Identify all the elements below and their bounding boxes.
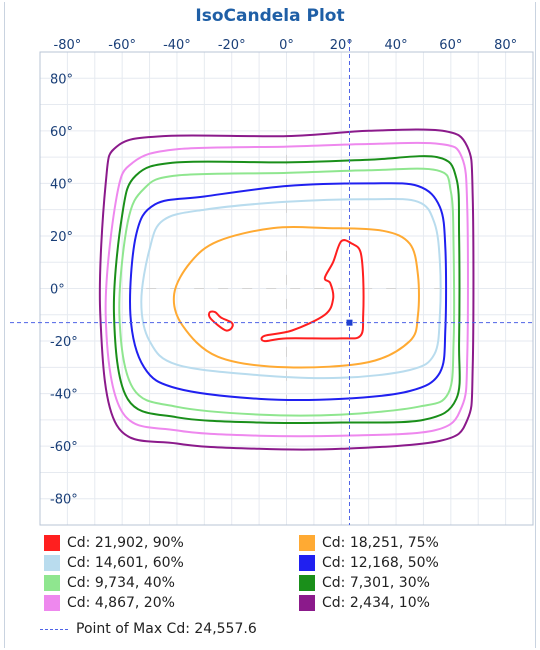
legend-label: Point of Max Cd: 24,557.6 [76,621,257,637]
legend-dash-line [40,628,68,630]
legend-item: Cd: 7,301, 30% [299,573,430,593]
legend-item-max-point: Point of Max Cd: 24,557.6 [40,619,257,639]
legend-label: Cd: 14,601, 60% [67,555,184,571]
contour-line [260,239,365,343]
legend-swatch [44,595,60,611]
max-point-marker [346,319,353,326]
legend-item: Cd: 2,434, 10% [299,593,430,613]
contour-line [140,197,442,380]
legend-item: Cd: 21,902, 90% [44,533,184,553]
legend-label: Cd: 4,867, 20% [67,595,175,611]
legend-item: Cd: 18,251, 75% [299,533,439,553]
legend-label: Cd: 12,168, 50% [322,555,439,571]
legend-item: Cd: 4,867, 20% [44,593,175,613]
max-point-markers [10,40,533,525]
legend-swatch [299,575,315,591]
legend-label: Cd: 2,434, 10% [322,595,430,611]
contour-lines [98,128,475,451]
y-tick-label: -40° [50,388,78,403]
x-tick-label: -20° [218,38,246,53]
legend-swatch [44,555,60,571]
x-tick-label: 0° [279,38,294,53]
legend-label: Cd: 18,251, 75% [322,535,439,551]
x-axis-ticks: -80° -60° -40° -20° 0° 20° 40° 60° 80° [54,38,518,53]
contour-line [129,182,448,402]
contour-line [172,226,420,369]
legend-swatch [299,595,315,611]
legend-label: Cd: 9,734, 40% [67,575,175,591]
y-tick-label: 80° [50,72,73,87]
y-tick-label: 0° [50,283,65,298]
center-crosshair [122,130,451,447]
legend: Cd: 21,902, 90% Cd: 18,251, 75% Cd: 14,601… [40,533,520,645]
legend-swatch [299,535,315,551]
contour-line [112,155,461,425]
isocandela-plot: -80° -60° -40° -20° 0° 20° 40° 60° 80° 80° 60° 40°… [10,38,534,526]
contour-island [207,310,234,332]
y-tick-label: -60° [50,440,78,455]
y-tick-label: -80° [50,493,78,508]
chart-frame [4,2,536,648]
legend-item: Cd: 12,168, 50% [299,553,439,573]
x-tick-label: -40° [163,38,191,53]
legend-swatch [299,555,315,571]
x-tick-label: -60° [108,38,136,53]
legend-item: Cd: 14,601, 60% [44,553,184,573]
x-tick-label: -80° [54,38,82,53]
chart-title: IsoCandela Plot [195,6,345,26]
y-axis-ticks: 80° 60° 40° 20° 0° -20° -40° -60° -80° [50,72,78,507]
y-tick-label: 60° [50,125,73,140]
x-tick-label: 20° [330,38,353,53]
legend-label: Cd: 7,301, 30% [322,575,430,591]
y-tick-label: -20° [50,335,78,350]
legend-swatch [44,575,60,591]
x-tick-label: 60° [439,38,462,53]
y-tick-label: 40° [50,177,73,192]
x-tick-label: 80° [494,38,517,53]
contour-line [104,141,469,438]
y-tick-label: 20° [50,230,73,245]
contour-line [118,167,456,417]
legend-label: Cd: 21,902, 90% [67,535,184,551]
contour-line [98,128,475,451]
legend-swatch [44,535,60,551]
legend-item: Cd: 9,734, 40% [44,573,175,593]
x-tick-label: 40° [385,38,408,53]
plot-area-border [39,51,534,526]
